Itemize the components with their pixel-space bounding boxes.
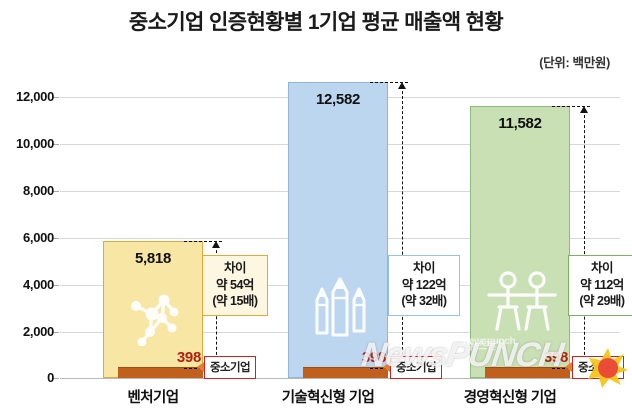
bar-sme-tech[interactable] (303, 367, 388, 378)
unit-label: (단위: 백만원) (539, 56, 610, 70)
bar-value-sme-tech: 398 (361, 349, 386, 366)
plot-area: 12,000 10,000 8,000 6,000 4,000 2,000 0 … (16, 75, 632, 385)
diff-callout-venture: 차이 약 54억 (약 15배) (202, 255, 268, 316)
sme-pointer-mgmt (565, 362, 572, 372)
y-tick-mark-4000 (53, 285, 59, 286)
sme-pointer-tech (383, 362, 390, 372)
y-axis-label-12000: 12,000 (16, 89, 54, 104)
arrow-up-tech (398, 82, 406, 89)
sme-tag-venture: 중소기업 (204, 356, 256, 379)
diff-multiple-mgmt: (약 29배) (579, 294, 625, 308)
y-axis-label-8000: 8,000 (22, 183, 54, 198)
bar-tech[interactable]: 12,582 (288, 82, 388, 378)
network-nodes-icon (131, 294, 179, 346)
bar-value-mgmt: 11,582 (498, 115, 542, 132)
y-tick-mark-10000 (53, 144, 59, 145)
sme-tag-tech: 중소기업 (390, 356, 442, 379)
people-icon (487, 271, 557, 331)
bar-sme-venture[interactable] (118, 367, 203, 378)
y-tick-mark-12000 (53, 97, 59, 98)
diff-title-venture: 차이 (223, 261, 247, 275)
diff-amount-mgmt: 약 112억 (580, 277, 624, 292)
bar-value-tech: 12,582 (315, 91, 361, 108)
arrow-up-venture (212, 241, 220, 248)
diff-amount-venture: 약 54억 (216, 277, 254, 292)
bar-venture[interactable]: 5,818 (103, 241, 203, 378)
page-title: 중소기업 인증현황별 1기업 평균 매출액 현황 (128, 11, 504, 34)
y-axis-label-4000: 4,000 (22, 277, 54, 292)
dash-top-venture (184, 241, 222, 242)
diff-multiple-venture: (약 15배) (212, 294, 258, 308)
sme-pointer-venture (197, 362, 204, 372)
y-axis-label-10000: 10,000 (16, 136, 54, 151)
y-axis-label-6000: 6,000 (22, 230, 54, 245)
bar-mgmt[interactable]: 11,582 (470, 106, 570, 378)
bar-value-sme-mgmt: 398 (543, 349, 568, 366)
dash-vertical-mgmt (584, 110, 585, 365)
diff-title-tech: 차이 (412, 261, 436, 275)
diff-title-mgmt: 차이 (590, 261, 614, 275)
x-axis-label-venture: 벤처기업 (127, 390, 180, 406)
diff-multiple-tech: (약 32배) (401, 294, 447, 308)
y-axis-label-0: 0 (47, 370, 54, 385)
diff-callout-tech: 차이 약 122억 (약 32배) (388, 255, 460, 316)
gridline-0 (60, 378, 620, 379)
dash-top-mgmt (552, 106, 590, 107)
diff-amount-tech: 약 122억 (401, 277, 447, 292)
bar-value-sme-venture: 398 (176, 349, 201, 366)
dash-vertical-tech (402, 86, 403, 365)
diff-callout-mgmt: 차이 약 112억 (약 29배) (568, 255, 632, 316)
dash-top-tech (370, 82, 408, 83)
y-axis-label-2000: 2,000 (22, 324, 54, 339)
x-axis-label-tech: 기술혁신형 기업 (281, 390, 375, 406)
bar-sme-mgmt[interactable] (485, 367, 570, 378)
y-tick-mark-2000 (53, 332, 59, 333)
pencils-icon (315, 277, 366, 337)
arrow-up-mgmt (580, 106, 588, 113)
y-tick-mark-8000 (53, 191, 59, 192)
sme-tag-mgmt: 중소기업 (572, 356, 624, 379)
bar-value-venture: 5,818 (134, 250, 172, 267)
y-tick-mark-6000 (53, 238, 59, 239)
y-tick-mark-0 (53, 378, 59, 379)
x-axis-label-mgmt: 경영혁신형 기업 (463, 390, 557, 406)
